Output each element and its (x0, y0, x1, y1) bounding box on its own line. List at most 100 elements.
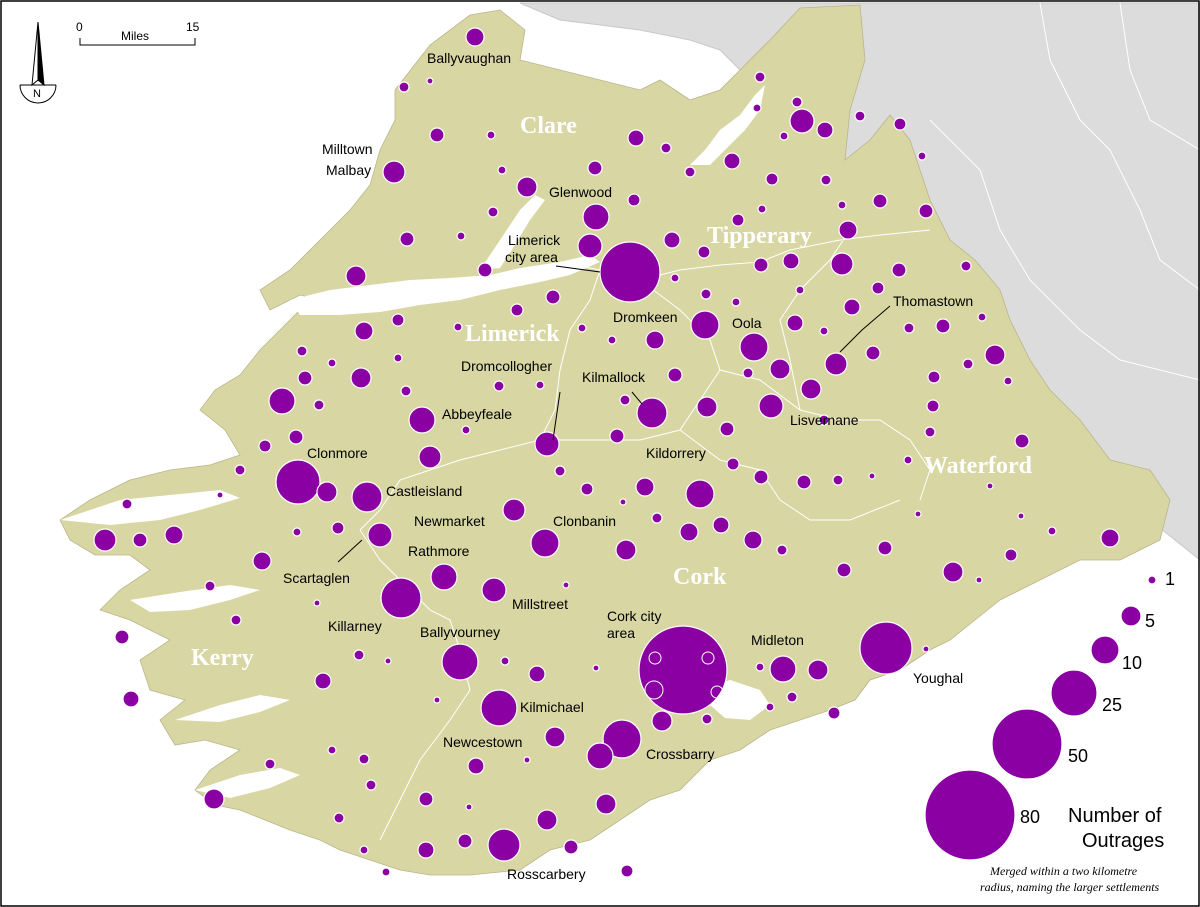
outrage-circle (582, 203, 610, 231)
outrage-circle-inner (701, 651, 715, 665)
outrage-circle (977, 312, 987, 322)
outrage-circle (258, 439, 272, 453)
outrage-circle (316, 481, 338, 503)
label-scartaglen: Scartaglen (283, 570, 350, 586)
outrage-circle (216, 491, 224, 499)
outrage-circle (399, 231, 415, 247)
outrage-circle (830, 252, 854, 276)
outrage-circle (587, 160, 603, 176)
outrage-circle (769, 358, 791, 380)
legend: 1 5 10 25 50 80 Number of Outrages (924, 569, 1175, 861)
outrage-circle (554, 465, 566, 477)
outrage-circle (827, 706, 841, 720)
outrage-circle (1017, 512, 1025, 520)
outrage-circle (314, 672, 332, 690)
outrage-circle (742, 367, 754, 379)
outrage-circle (467, 757, 485, 775)
outrage-circle (832, 474, 844, 486)
outrage-circle (843, 298, 861, 316)
label-limerick-city-area: city area (505, 249, 558, 265)
outrage-circle (684, 166, 696, 178)
outrage-circle (820, 174, 832, 186)
legend-circle-10 (1090, 635, 1120, 665)
outrage-circle (924, 426, 936, 438)
county-label-kerry: Kerry (191, 645, 254, 671)
outrage-circle (528, 665, 546, 683)
outrage-circle (426, 77, 434, 85)
label-limerick: Limerick (508, 232, 561, 248)
outrage-circle (854, 110, 866, 122)
outrage-circle-inner (648, 651, 662, 665)
outrage-circle (723, 152, 741, 170)
outrage-circle (891, 262, 907, 278)
outrage-circle (331, 521, 345, 535)
outrage-circle (487, 206, 499, 218)
scale-bar: 0 Miles 15 (76, 20, 200, 46)
outrage-circle (800, 378, 822, 400)
outrage-circle (296, 345, 308, 357)
outrage-circle (638, 625, 728, 715)
label-youghal: Youghal (913, 670, 963, 686)
outrage-circle (667, 367, 683, 383)
legend-circle-1 (1147, 575, 1157, 585)
outrage-circle (288, 429, 304, 445)
outrage-circle (719, 421, 735, 437)
outrage-circle (268, 387, 296, 415)
outrage-circle (264, 758, 276, 770)
outrage-circle (615, 539, 637, 561)
outrage-dots (93, 27, 1120, 878)
outrage-circle (685, 479, 715, 509)
outrage-circle (599, 241, 661, 303)
outrage-circle (333, 812, 345, 824)
outrage-circle (429, 127, 445, 143)
label-malbay: Malbay (326, 162, 371, 178)
outrage-circle (367, 522, 393, 548)
outrage-circle (975, 576, 983, 584)
outrage-circle (701, 713, 713, 725)
outrage-circle-inner (710, 685, 724, 699)
note-line1: Merged within a two kilometre (989, 864, 1138, 878)
outrage-circle (595, 793, 617, 815)
county-label-waterford: Waterford (924, 453, 1033, 479)
outrage-circle (765, 702, 775, 712)
label-dromcollogher: Dromcollogher (461, 358, 552, 374)
outrage-circle (132, 532, 148, 548)
outrage-circle (779, 131, 789, 141)
outrage-circle (690, 310, 720, 340)
outrage-circle (359, 845, 369, 855)
label-kildorrery: Kildorrery (646, 445, 706, 461)
outrage-circle (203, 788, 225, 810)
outrage-circle (607, 335, 617, 345)
outrage-circle (365, 779, 377, 791)
outrage-circle (903, 322, 915, 334)
outrage-circle (651, 710, 673, 732)
label-clonbanin: Clonbanin (553, 513, 616, 529)
legend-title-line2: Outrages (1082, 830, 1164, 852)
label-crossbarry: Crossbarry (646, 746, 714, 762)
outrage-circle (418, 791, 434, 807)
outrage-circle (523, 756, 531, 764)
outrage-circle (275, 459, 321, 505)
outrage-circle (893, 117, 907, 131)
outrage-circle (530, 528, 560, 558)
outrage-circle (865, 345, 881, 361)
outrage-circle (922, 645, 930, 653)
outrage-circle (358, 753, 370, 765)
outrage-circle (942, 561, 964, 583)
legend-value-1: 1 (1165, 569, 1175, 589)
outrage-circle (351, 481, 383, 513)
outrage-circle (635, 477, 655, 497)
outrage-circle (408, 406, 436, 434)
county-label-tipperary: Tipperary (707, 223, 812, 249)
outrage-circle (252, 551, 272, 571)
north-arrow-icon: N (19, 21, 57, 104)
label-kilmichael: Kilmichael (520, 699, 584, 715)
outrage-circle (493, 380, 505, 392)
outrage-circle (731, 297, 741, 307)
outrage-circle (441, 643, 479, 681)
label-rosscarbery: Rosscarbery (507, 866, 586, 882)
outrage-circle (926, 399, 940, 413)
outrage-circle (836, 562, 852, 578)
outrage-circle (477, 262, 493, 278)
